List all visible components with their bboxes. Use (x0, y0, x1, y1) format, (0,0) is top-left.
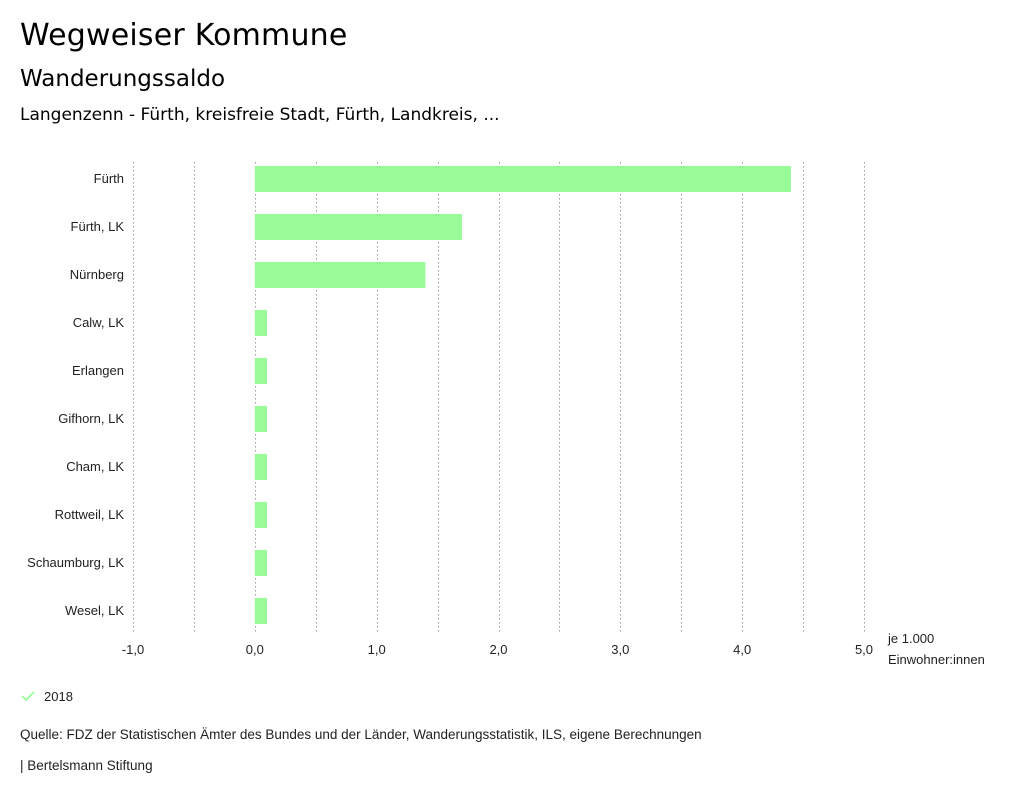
x-tick-label: 4,0 (733, 642, 751, 657)
chart-gridlines (133, 162, 865, 634)
bar-chart: Fürth Fürth, LK Nürnberg Calw, LK Erlangen Gi… (27, 162, 985, 667)
region-subtitle: Langenzenn - Fürth, kreisfreie Stadt, Fü… (20, 105, 500, 125)
x-tick-label: 5,0 (855, 642, 873, 657)
category-label: Fürth, LK (71, 219, 125, 234)
bar-nürnberg (254, 262, 426, 288)
bar-wesel-lk (254, 598, 268, 624)
x-axis-unit-line-2: Einwohner:innen (888, 652, 985, 667)
x-tick-label: 2,0 (489, 642, 507, 657)
category-label: Nürnberg (70, 267, 124, 282)
chart-bars (254, 166, 791, 624)
chart-x-tick-labels: -1,0 0,0 1,0 2,0 3,0 4,0 5,0 (122, 642, 873, 657)
bar-fürth (254, 166, 791, 192)
x-axis-unit-line-1: je 1.000 (887, 631, 934, 646)
bar-gifhorn-lk (254, 406, 268, 432)
bar-calw-lk (254, 310, 268, 336)
category-label: Erlangen (72, 363, 124, 378)
legend-label-2018: 2018 (44, 688, 73, 704)
bar-cham-lk (254, 454, 268, 480)
x-tick-label: -1,0 (122, 642, 144, 657)
bar-erlangen (254, 358, 268, 384)
category-label: Cham, LK (66, 459, 124, 474)
x-tick-label: 0,0 (246, 642, 264, 657)
category-label: Calw, LK (73, 315, 125, 330)
bar-schaumburg-lk (254, 550, 268, 576)
page-title: Wegweiser Kommune (20, 18, 348, 53)
chart-category-labels: Fürth Fürth, LK Nürnberg Calw, LK Erlangen Gi… (27, 171, 124, 618)
category-label: Schaumburg, LK (27, 555, 124, 570)
category-label: Wesel, LK (65, 603, 124, 618)
bar-rottweil-lk (254, 502, 268, 528)
x-tick-label: 3,0 (611, 642, 629, 657)
category-label: Fürth (94, 171, 124, 186)
chart-subtitle: Wanderungssaldo (20, 66, 226, 92)
category-label: Rottweil, LK (55, 507, 125, 522)
category-label: Gifhorn, LK (58, 411, 124, 426)
credit-note: | Bertelsmann Stiftung (20, 758, 153, 773)
legend-check-icon (21, 691, 35, 702)
bar-fürth-lk (254, 214, 462, 240)
chart-legend[interactable]: 2018 (20, 688, 73, 704)
x-tick-label: 1,0 (368, 642, 386, 657)
source-note: Quelle: FDZ der Statistischen Ämter des … (20, 727, 702, 742)
